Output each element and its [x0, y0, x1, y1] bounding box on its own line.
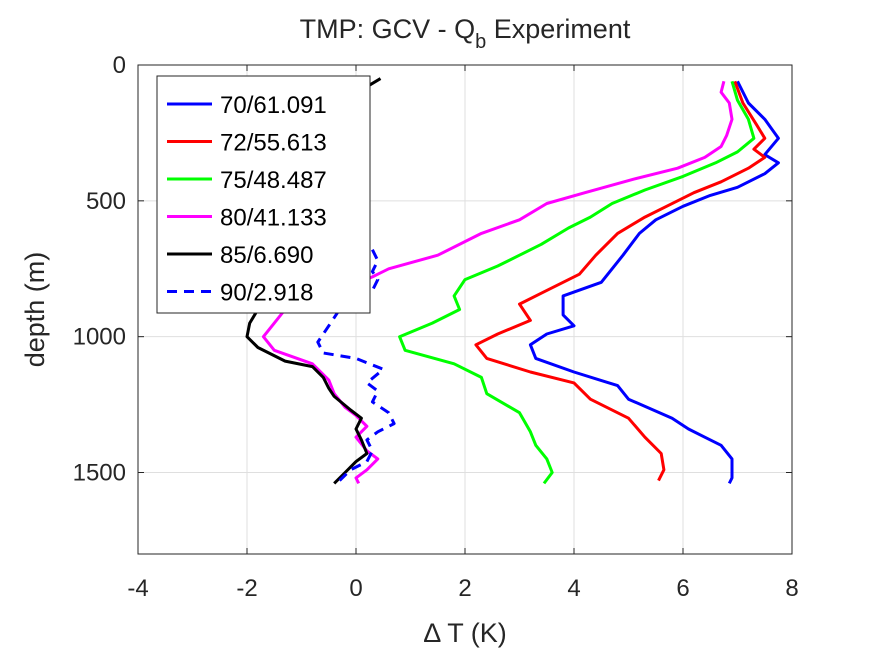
series-group: [245, 77, 780, 485]
series-line-5: [316, 249, 396, 482]
legend-label: 90/2.918: [220, 280, 313, 307]
chart-title: TMP: GCV - Qb Experiment: [300, 14, 631, 53]
y-tick-label: 1000: [73, 324, 126, 351]
y-axis-label: depth (m): [20, 252, 50, 368]
y-tick-label: 1500: [73, 460, 126, 487]
legend-label: 75/48.487: [220, 167, 327, 194]
legend-box: [156, 75, 371, 314]
x-tick-label: 8: [785, 575, 798, 602]
series-line-0: [528, 80, 780, 485]
chart-title-suffix: Experiment: [486, 14, 631, 44]
y-tick-label: 500: [86, 188, 126, 215]
chart-title-main: TMP: GCV - Q: [300, 14, 476, 44]
x-tick-label: 0: [349, 575, 362, 602]
x-tick-label: 6: [676, 575, 689, 602]
series-line-2: [398, 80, 756, 485]
x-tick-label: 2: [458, 575, 471, 602]
chart-title-subscript: b: [475, 31, 486, 53]
legend-label: 72/55.613: [220, 130, 327, 157]
x-tick-label: 4: [567, 575, 580, 602]
x-tick-label: -2: [236, 575, 257, 602]
x-tick-label: -4: [127, 575, 148, 602]
legend-label: 85/6.690: [220, 242, 313, 269]
legend-label: 80/41.133: [220, 205, 327, 232]
x-axis-label: Δ T (K): [423, 618, 507, 648]
y-tick-label: 0: [113, 52, 126, 79]
legend: 70/61.091 72/55.613 75/48.487 80/41.133 85/6…: [156, 75, 371, 314]
series-line-1: [474, 80, 767, 482]
legend-label: 70/61.091: [220, 92, 327, 119]
ticks: -4 -2 0 2 4 6 8 0 500 1000 1500: [73, 52, 799, 602]
